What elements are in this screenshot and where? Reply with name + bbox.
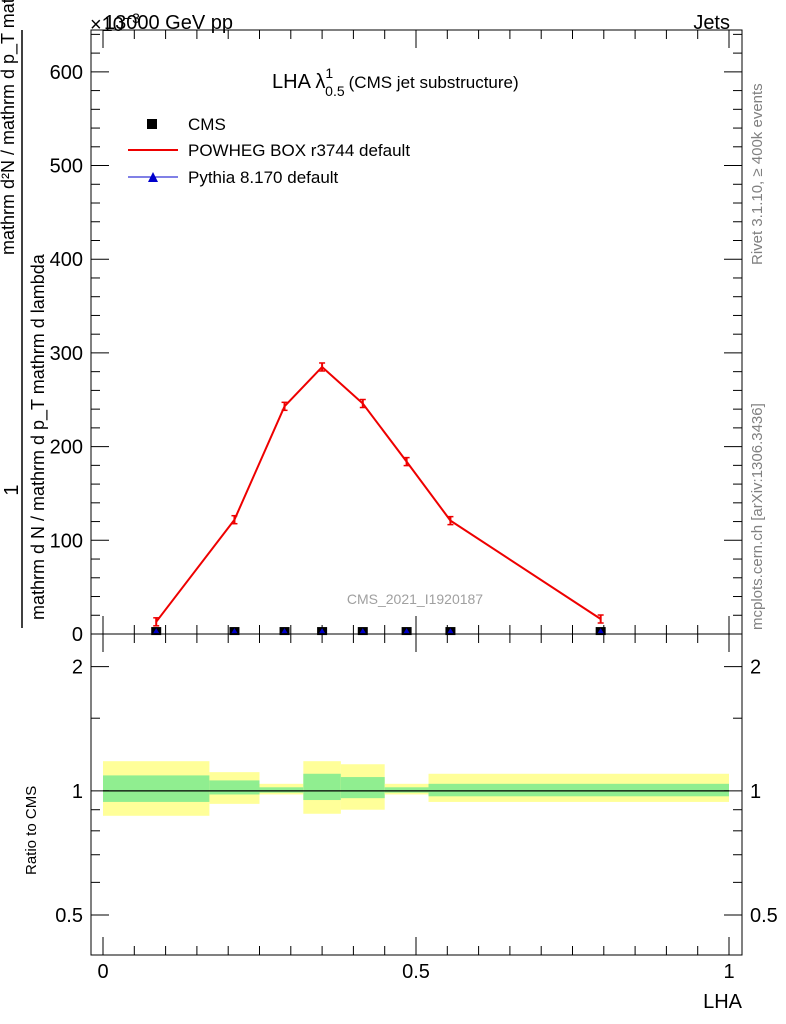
legend-label-cms: CMS [188, 115, 226, 134]
pythia-point [319, 628, 326, 634]
inner-band-1 [209, 780, 260, 795]
legend-label-pythia: Pythia 8.170 default [188, 168, 339, 187]
plot-title-sub: 0.5 [325, 83, 345, 99]
exponent-base: ×10 [90, 14, 124, 36]
inner-band-5 [384, 787, 429, 793]
pythia-point [281, 628, 288, 634]
header-energy-label: 13000 GeV pp [104, 12, 233, 34]
legend-square-marker [147, 119, 157, 129]
ratio-ytick-label-right: 0.5 [750, 905, 778, 927]
ylabel-denominator: mathrm d N / mathrm d p_T mathrm d lambd… [28, 253, 49, 620]
x-axis-label: LHA [703, 991, 743, 1013]
powheg-line [155, 365, 602, 623]
ratio-ytick-label-left: 1 [72, 781, 83, 803]
pythia-point [231, 628, 238, 634]
rivet-version-label: Rivet 3.1.10, ≥ 400k events [749, 83, 766, 265]
main-ytick-label: 200 [50, 437, 83, 459]
analysis-watermark: CMS_2021_I1920187 [347, 591, 483, 607]
x-tick-label: 0.5 [402, 961, 430, 983]
main-ytick-label: 400 [50, 249, 83, 271]
inner-band-4 [340, 777, 385, 799]
legend: CMS POWHEG BOX r3744 default Pythia 8.17… [128, 115, 410, 187]
inner-band-2 [259, 787, 304, 793]
main-panel-series [151, 362, 606, 636]
plot-title-suffix: (CMS jet substructure) [349, 73, 519, 92]
main-ytick-label: 600 [50, 62, 83, 84]
main-ylabel: 1 mathrm d N / mathrm d p_T mathrm d lam… [0, 0, 49, 628]
pythia-point [153, 628, 160, 634]
header-process-label: Jets [693, 12, 730, 34]
ratio-ytick-label-right: 2 [750, 657, 761, 679]
mcplots-source-label: mcplots.cern.ch [arXiv:1306.3436] [749, 403, 766, 630]
inner-band-3 [303, 773, 341, 801]
main-ytick-label: 0 [72, 624, 83, 646]
legend-item-pythia: Pythia 8.170 default [128, 168, 339, 187]
ratio-ytick-label-left: 2 [72, 657, 83, 679]
main-ytick-label: 300 [50, 343, 83, 365]
ratio-ylabel: Ratio to CMS [23, 786, 40, 875]
ylabel-numerator: 1 [1, 484, 23, 495]
ratio-ytick-label-left: 0.5 [55, 905, 83, 927]
main-ytick-label: 100 [50, 530, 83, 552]
main-ytick-label: 500 [50, 156, 83, 178]
ratio-uncertainty-bands [103, 761, 729, 816]
pythia-point [597, 628, 604, 634]
legend-triangle-marker [148, 172, 158, 182]
pythia-point [447, 628, 454, 634]
plot-title-main: LHA λ [272, 71, 325, 93]
plot-title-sup: 1 [325, 65, 333, 81]
inner-band-0 [103, 775, 210, 802]
exponent-power: −3 [124, 10, 140, 26]
pythia-point [403, 628, 410, 634]
ratio-panel-axes: 0.5 0.5 1 1 2 2 0 0.5 1 [55, 633, 778, 983]
inner-band-6 [428, 783, 729, 797]
x-tick-label: 1 [723, 961, 734, 983]
ratio-ytick-label-right: 1 [750, 781, 761, 803]
ylabel-upper: mathrm d²N / mathrm d p_T mathrm d lambd… [0, 0, 19, 255]
x-tick-label: 0 [97, 961, 108, 983]
plot-title: LHA λ1 0.5 (CMS jet substructure) [272, 65, 519, 99]
legend-label-powheg: POWHEG BOX r3744 default [188, 141, 410, 160]
legend-item-powheg: POWHEG BOX r3744 default [128, 141, 410, 160]
legend-item-cms: CMS [147, 115, 226, 134]
pythia-point [359, 628, 366, 634]
